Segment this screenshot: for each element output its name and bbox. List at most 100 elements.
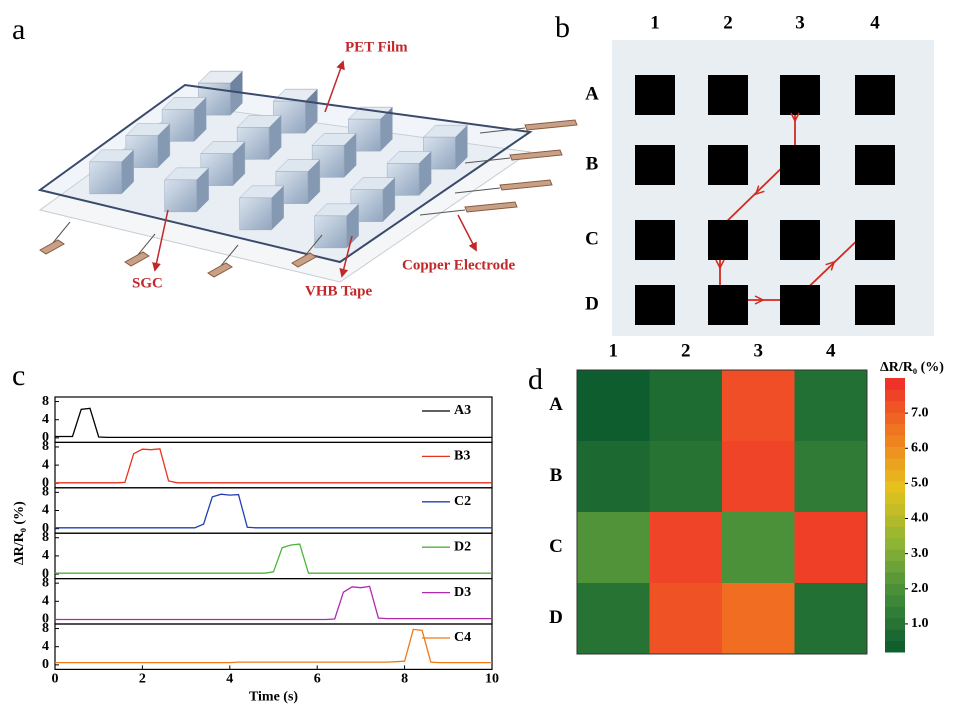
colorbar-step bbox=[885, 515, 905, 527]
x-tick-label: 6 bbox=[314, 672, 321, 687]
colorbar-step bbox=[885, 526, 905, 538]
y-tick-label: 8 bbox=[42, 621, 49, 636]
heat-cell bbox=[650, 441, 723, 513]
column-label: 3 bbox=[795, 12, 805, 33]
sensor-square bbox=[708, 285, 748, 325]
colorbar-step bbox=[885, 572, 905, 584]
legend-label: D3 bbox=[454, 585, 471, 600]
x-tick-label: 4 bbox=[226, 672, 233, 687]
colorbar-step bbox=[885, 389, 905, 401]
row-label: C bbox=[549, 536, 563, 557]
colorbar-step bbox=[885, 584, 905, 596]
copper-electrode bbox=[465, 202, 517, 212]
sensor-square bbox=[855, 75, 895, 115]
colorbar-step bbox=[885, 641, 905, 653]
subplot-frame bbox=[55, 397, 492, 442]
colorbar-step bbox=[885, 561, 905, 573]
colorbar-step bbox=[885, 424, 905, 436]
heat-cell bbox=[577, 370, 650, 442]
wire bbox=[52, 222, 70, 244]
column-label: 1 bbox=[609, 340, 619, 361]
y-tick-label: 4 bbox=[42, 639, 49, 654]
sensor-square bbox=[708, 220, 748, 260]
row-label: C bbox=[585, 228, 599, 249]
legend-label: A3 bbox=[454, 403, 471, 418]
y-tick-label: 8 bbox=[42, 439, 49, 454]
x-tick-label: 2 bbox=[139, 672, 146, 687]
label: SGC bbox=[132, 275, 163, 291]
line bbox=[55, 449, 492, 483]
heat-cell bbox=[795, 583, 868, 655]
row-label: A bbox=[585, 83, 599, 104]
sensor-square bbox=[780, 75, 820, 115]
legend-label: C2 bbox=[454, 494, 471, 509]
panel-letter: a bbox=[12, 13, 25, 46]
colorbar-step bbox=[885, 481, 905, 493]
line bbox=[55, 629, 492, 662]
colorbar-step bbox=[885, 401, 905, 413]
sensor-square bbox=[855, 145, 895, 185]
panel-a: a PET Film SGC VHB Tape Copper Electrode bbox=[12, 13, 577, 300]
colorbar-step bbox=[885, 538, 905, 550]
heat-cell bbox=[722, 583, 795, 655]
x-axis-label: Time (s) bbox=[249, 690, 298, 705]
copper-electrode bbox=[500, 180, 552, 190]
colorbar-step bbox=[885, 595, 905, 607]
sensor-square bbox=[635, 285, 675, 325]
pet-film bbox=[40, 85, 530, 262]
subplot-frame bbox=[55, 579, 492, 624]
copper-electrode bbox=[40, 240, 64, 254]
column-label: 1 bbox=[650, 12, 660, 33]
y-tick-label: 8 bbox=[42, 575, 49, 590]
colorbar-tick-label: 1.0 bbox=[911, 616, 929, 631]
column-label: 4 bbox=[826, 340, 836, 361]
heat-cell bbox=[795, 370, 868, 442]
column-label: 4 bbox=[870, 12, 880, 33]
copper-electrode bbox=[125, 252, 149, 266]
line bbox=[55, 408, 492, 437]
sensor-square bbox=[708, 75, 748, 115]
figure: a PET Film SGC VHB Tape Copper Electrode… bbox=[0, 0, 967, 709]
sensor-square bbox=[780, 285, 820, 325]
heat-cell bbox=[650, 370, 723, 442]
colorbar-step bbox=[885, 458, 905, 470]
heat-cell bbox=[722, 441, 795, 513]
label: PET Film bbox=[345, 39, 408, 55]
sensor-square bbox=[855, 220, 895, 260]
row-label: B bbox=[586, 153, 599, 174]
copper-electrode bbox=[208, 263, 232, 277]
colorbar-label: ΔR/R₀ (%) bbox=[880, 360, 944, 375]
y-tick-label: 8 bbox=[42, 394, 49, 409]
y-tick-label: 4 bbox=[42, 594, 49, 609]
sensor-square bbox=[780, 145, 820, 185]
row-label: D bbox=[585, 293, 599, 314]
colorbar-step bbox=[885, 549, 905, 561]
colorbar-tick-label: 2.0 bbox=[911, 581, 929, 596]
wire bbox=[137, 234, 155, 256]
panel-c: c048A3048B3048C2048D2048D3048C40246810Ti… bbox=[12, 359, 499, 705]
y-tick-label: 4 bbox=[42, 548, 49, 563]
colorbar-step bbox=[885, 618, 905, 630]
x-tick-label: 0 bbox=[52, 672, 59, 687]
column-label: 2 bbox=[681, 340, 691, 361]
subplot-frame bbox=[55, 488, 492, 533]
sensor-square bbox=[708, 145, 748, 185]
sensor-square bbox=[635, 145, 675, 185]
panel-letter: b bbox=[555, 11, 570, 44]
x-tick-label: 8 bbox=[401, 672, 408, 687]
heat-cell bbox=[577, 512, 650, 584]
arrow bbox=[458, 215, 476, 250]
colorbar-step bbox=[885, 492, 905, 504]
heat-cell bbox=[722, 370, 795, 442]
sensor-square bbox=[780, 220, 820, 260]
row-label: D bbox=[549, 607, 563, 628]
colorbar-tick-label: 6.0 bbox=[911, 440, 929, 455]
legend-label: D2 bbox=[454, 539, 471, 554]
sensor-square bbox=[635, 75, 675, 115]
panel-b: b 1 2 3 4 A B C D bbox=[555, 11, 934, 336]
column-label: 2 bbox=[723, 12, 733, 33]
heat-cell bbox=[795, 512, 868, 584]
colorbar-step bbox=[885, 435, 905, 447]
heat-cell bbox=[577, 441, 650, 513]
